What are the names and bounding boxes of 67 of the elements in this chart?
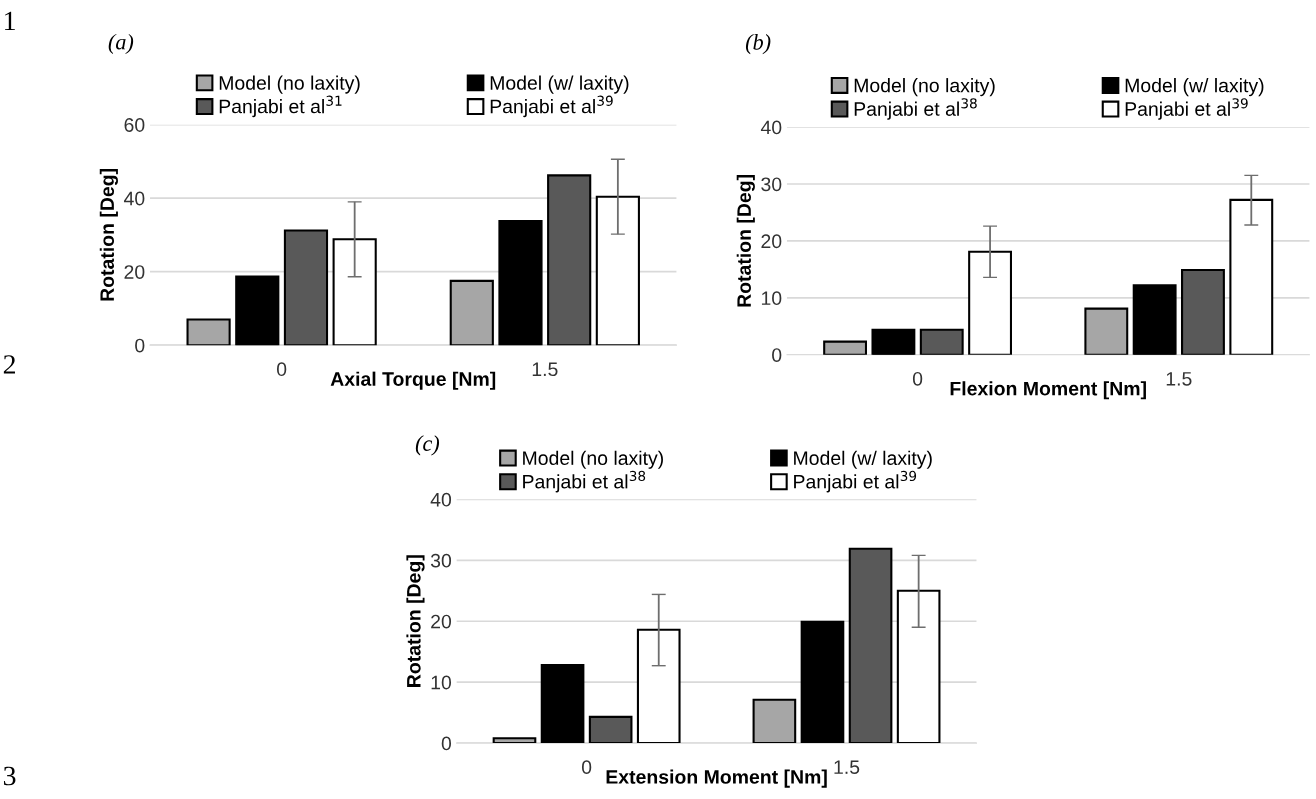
legend-label: Panjabi et al$^{39}$ (490, 95, 613, 118)
y-tick-label: 0 (772, 348, 782, 362)
legend-label: Model (w/ laxity) (794, 450, 932, 469)
legend-label: Panjabi et al$^{39}$ (1125, 98, 1248, 120)
legend-label: Panjabi et al$^{31}$ (219, 95, 342, 118)
bar (800, 620, 845, 744)
y-axis-title: Rotation [Deg] (99, 169, 118, 301)
y-tick-label: 10 (431, 675, 452, 690)
x-tick-label: 1.5 (834, 760, 860, 775)
bar (848, 547, 893, 744)
bar (588, 715, 633, 744)
bar (186, 318, 231, 346)
y-tick-label: 40 (123, 191, 145, 206)
legend-label: Model (w/ laxity) (490, 75, 629, 94)
bar (1229, 198, 1274, 355)
x-axis-title: Flexion Moment [Nm] (950, 381, 1146, 400)
y-tick-label: 60 (124, 118, 145, 132)
bar (871, 328, 916, 355)
y-axis-title: Rotation [Deg] (406, 555, 425, 687)
bar (968, 250, 1013, 355)
bar (595, 195, 640, 346)
bar (492, 737, 537, 744)
bar (636, 628, 681, 744)
bar (235, 275, 280, 346)
bar (283, 229, 329, 346)
legend-label: Panjabi et al$^{38}$ (854, 98, 977, 120)
bar (332, 238, 377, 346)
bar (540, 664, 585, 744)
bar (1084, 307, 1129, 355)
legend-label: Panjabi et al$^{38}$ (523, 470, 646, 493)
chart-title: (c) (415, 435, 440, 456)
x-tick-label: 0 (912, 371, 923, 386)
bar (919, 328, 964, 355)
y-tick-label: 40 (430, 492, 452, 507)
x-tick-label: 1.5 (1166, 372, 1192, 386)
legend-label: Model (no laxity) (854, 78, 995, 97)
bar (1181, 268, 1225, 355)
bar (752, 698, 797, 744)
chart-title: (b) (745, 34, 771, 55)
legend-label: Model (w/ laxity) (1125, 78, 1264, 97)
legend-label: Model (no laxity) (219, 75, 360, 94)
bar (823, 340, 868, 355)
bar (1132, 284, 1177, 355)
y-tick-label: 30 (430, 553, 452, 568)
x-tick-label: 0 (276, 362, 287, 377)
y-tick-label: 0 (135, 338, 145, 353)
y-tick-label: 20 (761, 234, 782, 249)
legend-label: Model (no laxity) (523, 450, 663, 469)
x-axis-title: Axial Torque [Nm] (330, 371, 496, 390)
bar (547, 174, 592, 346)
chart-title: (a) (108, 33, 134, 55)
y-tick-label: 0 (441, 736, 452, 751)
legend-label: Panjabi et al$^{39}$ (794, 470, 917, 493)
y-tick-label: 40 (760, 120, 782, 135)
y-axis-title: Rotation [Deg] (736, 175, 755, 307)
text: 2 (3, 355, 15, 374)
y-tick-label: 20 (431, 614, 452, 629)
y-tick-label: 30 (761, 177, 782, 192)
bar (498, 219, 543, 346)
text: 3 (3, 766, 16, 786)
bar (896, 589, 941, 744)
y-tick-label: 10 (761, 291, 782, 306)
bar (449, 279, 494, 346)
x-tick-label: 1.5 (532, 362, 558, 377)
text: 1 (5, 11, 15, 31)
x-axis-title: Extension Moment [Nm] (606, 769, 827, 788)
y-tick-label: 20 (124, 265, 145, 279)
